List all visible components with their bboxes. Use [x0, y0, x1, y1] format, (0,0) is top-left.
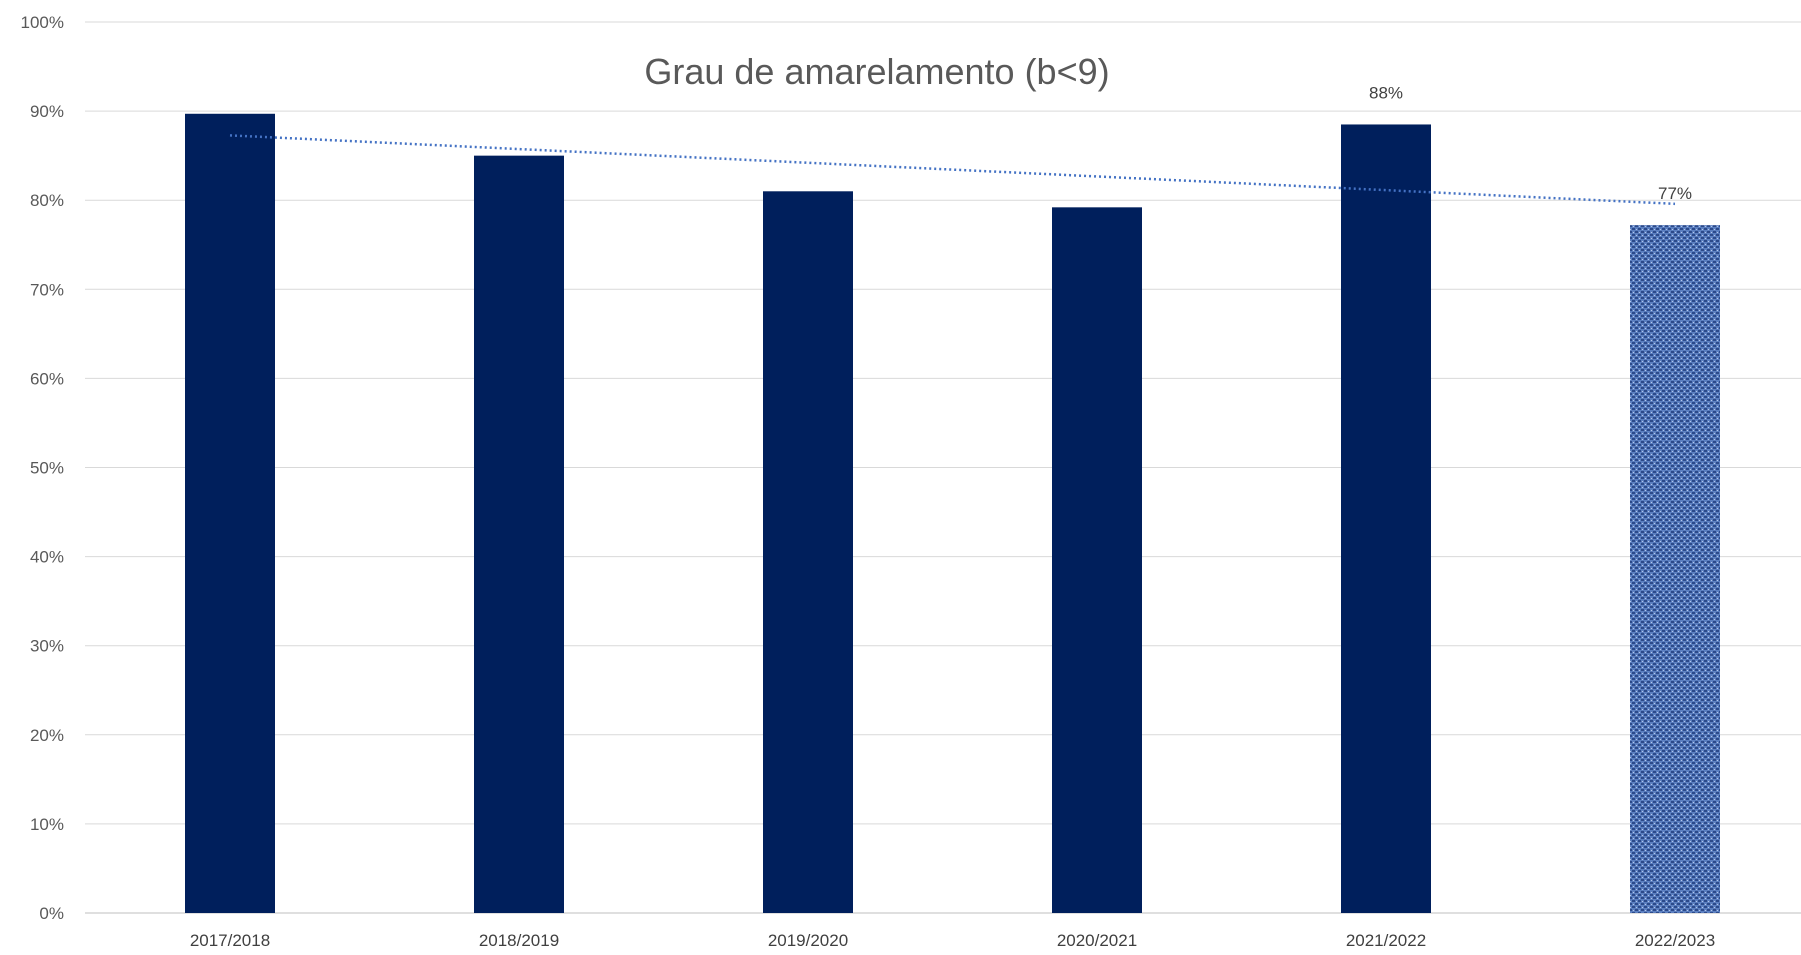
y-tick-label: 50%	[30, 459, 64, 478]
bars	[185, 114, 1720, 913]
y-tick-label: 20%	[30, 726, 64, 745]
y-tick-label: 0%	[39, 904, 64, 923]
x-tick-label: 2021/2022	[1346, 931, 1426, 950]
x-tick-label: 2019/2020	[768, 931, 848, 950]
y-tick-label: 80%	[30, 191, 64, 210]
trendline	[230, 135, 1675, 203]
data-label: 77%	[1658, 184, 1692, 203]
y-tick-label: 100%	[21, 13, 64, 32]
y-tick-label: 70%	[30, 280, 64, 299]
trendline-line	[230, 135, 1675, 203]
y-axis-ticks: 0% 10% 20% 30% 40% 50% 60% 70% 80% 90% 100%	[21, 13, 64, 923]
bar	[1630, 225, 1720, 913]
bar	[474, 156, 564, 913]
bar	[1052, 207, 1142, 913]
x-tick-label: 2017/2018	[190, 931, 270, 950]
y-tick-label: 10%	[30, 815, 64, 834]
x-axis-labels: 2017/2018 2018/2019 2019/2020 2020/2021 2021…	[190, 931, 1715, 950]
y-tick-label: 60%	[30, 369, 64, 388]
y-tick-label: 30%	[30, 637, 64, 656]
y-tick-label: 90%	[30, 102, 64, 121]
data-label: 88%	[1369, 83, 1403, 102]
y-tick-label: 40%	[30, 548, 64, 567]
bar	[763, 191, 853, 913]
chart-title: Grau de amarelamento (b<9)	[644, 51, 1109, 92]
gridlines	[85, 22, 1801, 913]
x-tick-label: 2018/2019	[479, 931, 559, 950]
x-tick-label: 2020/2021	[1057, 931, 1137, 950]
bar	[185, 114, 275, 913]
x-tick-label: 2022/2023	[1635, 931, 1715, 950]
bar	[1341, 124, 1431, 913]
